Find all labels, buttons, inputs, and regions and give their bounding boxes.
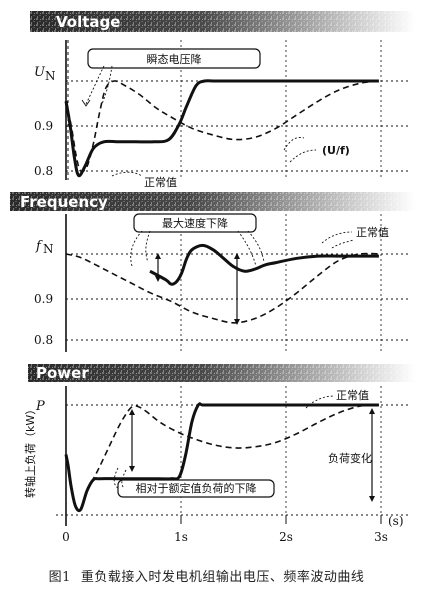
speed-drop-label: 最大速度下降 [162,216,228,230]
frequency-series [65,243,382,324]
speed-drop-arrow-left [155,253,161,282]
voltage-line-solid [64,79,379,178]
load-change-arrow [369,408,375,502]
load-drop-arrow [129,409,135,472]
voltage-uf-label: (U/f) [322,144,350,157]
frequency-title: Frequency [20,193,108,211]
figure-caption: 图1 重负载接入时发电机组输出电压、频率波动曲线 [0,566,423,585]
voltage-ref-sub: N [45,69,56,83]
power-ylabel: 转轴上负荷（kW） [23,404,37,498]
load-drop-box [117,479,275,498]
voltage-ytick-0.8: 0.8 [34,164,53,178]
voltage-title: Voltage [56,13,120,31]
voltage-normal-label: 正常值 [144,176,177,189]
frequency-line-dashed [65,252,382,324]
frequency-normal-label: 正常值 [356,226,389,239]
voltage-ref-label: U [34,65,46,80]
frequency-line-solid [149,243,379,286]
voltage-drop-box [87,48,261,69]
power-x-unit: (s) [388,514,404,528]
speed-drop-box [133,213,257,233]
frequency-panel: Frequency f N 0.9 0.8 最大速度下降 [10,192,415,352]
power-normal-label: 正常值 [336,389,369,402]
frequency-ytick-0.9: 0.9 [34,292,53,306]
power-xtick-3s: 3s [374,530,388,544]
voltage-ytick-0.9: 0.9 [34,119,53,133]
power-title: Power [36,364,89,382]
voltage-drop-label: 瞬态电压降 [147,52,202,66]
power-line-solid [64,402,379,513]
figure-caption-text: 重负载接入时发电机组输出电压、频率波动曲线 [80,570,365,585]
voltage-line-dashed [65,80,380,173]
figure-number: 图1 [48,570,71,585]
power-xtick-0: 0 [62,530,70,544]
power-ref-label: P [35,399,45,414]
load-drop-label: 相对于额定值负荷的下降 [136,481,257,495]
frequency-ref-sub: N [43,242,54,256]
speed-drop-arrow-right [234,253,240,325]
power-line-dashed [65,404,379,512]
load-change-label: 负荷变化 [328,451,372,465]
power-xtick-2s: 2s [279,530,293,544]
frequency-ytick-0.8: 0.8 [34,333,53,347]
power-xtick-1s: 1s [174,530,188,544]
voltage-series [64,79,380,178]
voltage-panel: Voltage U N 0.9 0.8 瞬态电压降 正常值 (U/f) [30,11,415,189]
power-panel: Power P 转轴上负荷（kW） 0 1s 2s 3s (s) 正常值 负 [23,364,415,544]
power-series [64,402,379,513]
frequency-ref-label: f [35,239,43,254]
